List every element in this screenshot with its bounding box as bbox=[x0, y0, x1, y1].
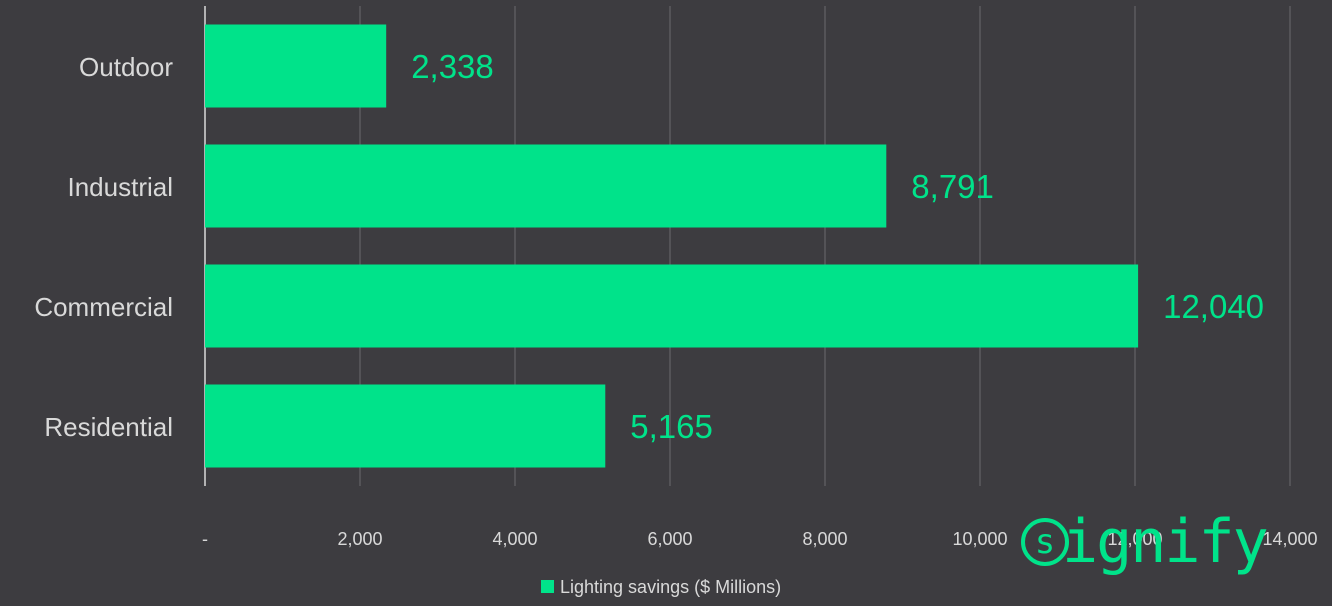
category-label: Outdoor bbox=[79, 52, 173, 82]
data-label: 8,791 bbox=[911, 168, 994, 205]
x-tick-label: 6,000 bbox=[647, 529, 692, 549]
signify-logo-icon: s bbox=[1021, 518, 1069, 566]
legend-label: Lighting savings ($ Millions) bbox=[560, 577, 781, 597]
x-tick-label: 2,000 bbox=[337, 529, 382, 549]
data-label: 2,338 bbox=[411, 48, 494, 85]
signify-logo-text: ignify bbox=[1062, 507, 1269, 577]
bar bbox=[205, 144, 887, 228]
bar bbox=[205, 264, 1139, 348]
x-tick-label: 12,000 bbox=[1107, 529, 1162, 549]
bar bbox=[205, 384, 606, 468]
x-tick-label: - bbox=[202, 529, 208, 549]
data-label: 12,040 bbox=[1163, 288, 1264, 325]
category-label: Residential bbox=[44, 412, 173, 442]
x-tick-label: 8,000 bbox=[802, 529, 847, 549]
legend-swatch bbox=[541, 580, 554, 593]
x-tick-label: 4,000 bbox=[492, 529, 537, 549]
category-label: Commercial bbox=[34, 292, 173, 322]
bar bbox=[205, 24, 387, 108]
category-label: Industrial bbox=[68, 172, 174, 202]
data-label: 5,165 bbox=[630, 408, 713, 445]
x-tick-label: 14,000 bbox=[1262, 529, 1317, 549]
x-tick-label: 10,000 bbox=[952, 529, 1007, 549]
